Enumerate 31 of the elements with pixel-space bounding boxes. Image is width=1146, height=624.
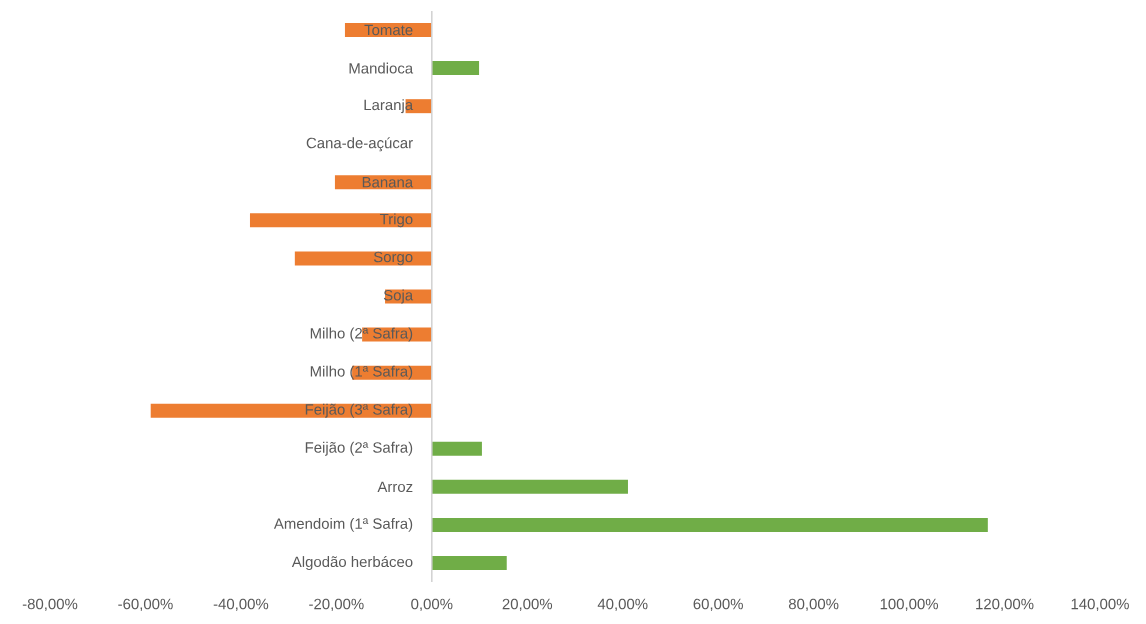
- x-tick-label: 80,00%: [788, 598, 839, 612]
- x-tick-label: 140,00%: [1071, 598, 1129, 612]
- bar: [294, 251, 432, 266]
- y-tick-label: Feijão (3ª Safra): [305, 403, 413, 418]
- x-tick-label: 0,00%: [411, 598, 453, 612]
- x-tick-label: -80,00%: [22, 598, 78, 612]
- y-tick-label: Algodão herbáceo: [291, 555, 413, 571]
- bar: [249, 213, 432, 228]
- x-tick-label: -60,00%: [118, 598, 173, 612]
- bar: [431, 555, 507, 570]
- y-tick-label: Arroz: [377, 481, 413, 493]
- y-tick-label: Sorgo: [373, 251, 413, 266]
- bar: [431, 517, 988, 532]
- x-tick-label: 20,00%: [502, 598, 553, 612]
- y-tick-label: Trigo: [379, 213, 413, 228]
- bar: [150, 403, 432, 418]
- y-tick-label: Feijão (2ª Safra): [305, 441, 413, 456]
- y-tick-label: Amendoim (1ª Safra): [273, 517, 413, 532]
- x-tick-label: 60,00%: [693, 598, 743, 612]
- x-tick-label: 120,00%: [976, 598, 1034, 612]
- x-tick-label: -40,00%: [213, 598, 269, 612]
- bar: [431, 61, 480, 76]
- y-tick-label: Mandioca: [349, 62, 414, 74]
- bar: [431, 441, 482, 456]
- y-tick-label: Banana: [362, 177, 414, 188]
- y-tick-label: Cana-de-açúcar: [306, 137, 413, 152]
- bar: [431, 479, 628, 494]
- x-tick-label: 40,00%: [597, 598, 648, 612]
- y-tick-label: Tomate: [364, 24, 413, 36]
- x-tick-label: -20,00%: [309, 598, 364, 612]
- x-tick-label: 100,00%: [880, 598, 939, 612]
